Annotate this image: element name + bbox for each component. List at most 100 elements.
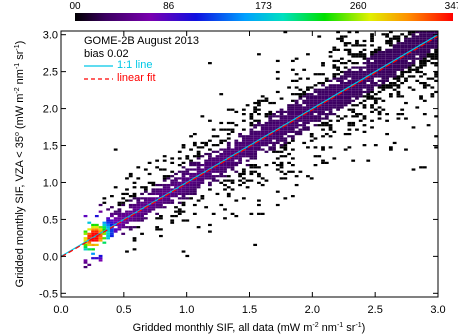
density-cell [358, 88, 363, 91]
density-cell [170, 181, 175, 184]
density-cell [166, 175, 171, 178]
density-cell [290, 135, 295, 138]
density-cell [230, 157, 235, 160]
density-cell [381, 81, 386, 85]
density-cell [238, 132, 242, 136]
density-cell [339, 99, 344, 102]
density-cell [147, 203, 152, 207]
density-cell [332, 84, 337, 87]
density-cell [185, 168, 190, 171]
density-cell [189, 190, 193, 193]
density-cell [434, 31, 438, 34]
density-cell [192, 132, 197, 136]
density-cell [189, 192, 193, 196]
density-cell [260, 99, 265, 102]
density-cell [140, 208, 144, 211]
density-cell [106, 234, 111, 238]
density-cell [336, 59, 340, 63]
density-cell [136, 208, 141, 211]
density-cell [388, 39, 393, 43]
density-cell [226, 108, 231, 111]
density-cell [177, 192, 182, 196]
density-cell [313, 97, 318, 100]
density-cell [132, 219, 137, 222]
density-cell [98, 239, 103, 242]
density-cell [155, 166, 160, 169]
density-cell [392, 37, 397, 40]
density-cell [355, 104, 359, 107]
density-cell [404, 77, 408, 80]
density-cell [185, 254, 190, 258]
density-cell [155, 226, 160, 229]
density-cell [279, 161, 284, 164]
density-cell [388, 55, 393, 58]
density-cell [328, 88, 333, 91]
density-cell [215, 170, 220, 173]
density-cell [181, 170, 186, 173]
density-cell [362, 117, 367, 120]
density-cell [279, 137, 284, 140]
density-cell [200, 155, 205, 158]
density-cell [159, 234, 163, 238]
density-cell [253, 157, 258, 160]
density-cell [343, 148, 348, 151]
density-cell [328, 106, 333, 109]
density-cell [373, 99, 378, 102]
density-cell [230, 179, 235, 182]
density-cell [434, 62, 438, 65]
density-cell [302, 126, 307, 129]
density-cell [117, 228, 122, 231]
density-cell [355, 77, 359, 80]
density-cell [192, 141, 197, 145]
density-cell [234, 170, 239, 173]
density-cell [385, 62, 389, 65]
density-cell [287, 170, 291, 173]
density-cell [438, 42, 442, 44]
density-cell [343, 132, 348, 136]
density-cell [230, 212, 235, 215]
density-cell [388, 84, 393, 87]
density-cell [430, 62, 435, 65]
density-cell [223, 164, 227, 167]
density-cell [121, 217, 126, 220]
density-cell [283, 130, 288, 133]
density-cell [381, 50, 386, 54]
density-cell [189, 197, 193, 200]
density-cell [189, 168, 193, 171]
density-cell [290, 104, 295, 107]
density-cell [143, 199, 148, 202]
density-cell [162, 168, 167, 171]
density-cell [430, 42, 435, 45]
density-cell [388, 48, 393, 51]
density-cell [268, 148, 273, 151]
density-cell [192, 192, 197, 196]
density-cell [192, 175, 197, 178]
density-cell [351, 44, 356, 47]
density-cell [404, 64, 408, 67]
density-cell [381, 84, 386, 87]
density-cell [245, 150, 250, 153]
density-cell [223, 166, 227, 169]
density-cell [332, 101, 337, 105]
density-cell [370, 106, 374, 109]
density-cell [177, 188, 182, 191]
density-cell [434, 90, 438, 94]
density-cell [407, 70, 412, 74]
density-cell [83, 237, 88, 240]
density-cell [324, 106, 329, 109]
density-cell [294, 101, 299, 105]
density-cell [128, 212, 133, 215]
density-cell [422, 53, 427, 56]
density-cell [177, 181, 182, 184]
density-cell [234, 141, 239, 145]
density-cell [347, 73, 352, 76]
density-cell [121, 212, 126, 215]
density-cell [358, 113, 363, 116]
density-cell [422, 64, 427, 67]
density-cell [238, 172, 242, 176]
density-cell [264, 128, 269, 131]
density-cell [426, 48, 431, 51]
density-cell [102, 201, 107, 204]
density-cell [83, 239, 88, 242]
y-tick-label: 2.0 [43, 104, 58, 116]
